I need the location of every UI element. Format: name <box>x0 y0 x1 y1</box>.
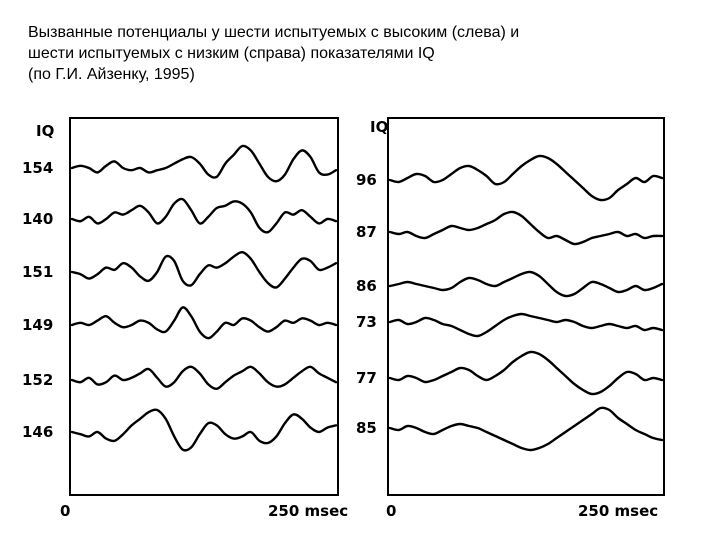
series-label-iq-151: 151 <box>22 263 53 281</box>
x-tick-label-250: 250 msec <box>268 502 348 520</box>
evoked-potential-trace-iq-151 <box>70 250 338 289</box>
evoked-potential-trace-iq-149 <box>70 306 338 340</box>
evoked-potential-trace-iq-87 <box>388 210 664 246</box>
evoked-potential-trace-iq-85 <box>388 406 664 452</box>
x-tick-label-0: 0 <box>386 502 396 520</box>
series-label-iq-96: 96 <box>356 171 377 189</box>
series-label-iq-154: 154 <box>22 159 53 177</box>
evoked-potential-trace-iq-73 <box>388 312 664 338</box>
evoked-potential-trace-iq-140 <box>70 197 338 234</box>
series-label-iq-87: 87 <box>356 223 377 241</box>
series-label-iq-152: 152 <box>22 371 53 389</box>
series-label-iq-149: 149 <box>22 316 53 334</box>
x-tick-label-0: 0 <box>60 502 70 520</box>
evoked-potential-trace-iq-86 <box>388 270 664 298</box>
iq-header-label: IQ <box>370 118 388 136</box>
series-label-iq-146: 146 <box>22 423 53 441</box>
right-panel: IQ 0 250 msec 96 87 86 73 77 85 <box>356 117 665 520</box>
figure-caption: Вызванные потенциалы у шести испытуемых … <box>28 22 688 85</box>
evoked-potential-trace-iq-77 <box>388 350 664 396</box>
left-panel: IQ 0 250 msec 154 140 151 149 152 146 <box>22 117 348 520</box>
evoked-potential-trace-iq-146 <box>70 408 338 452</box>
series-label-iq-140: 140 <box>22 210 53 228</box>
caption-line-3: (по Г.И. Айзенку, 1995) <box>28 66 195 83</box>
series-label-iq-77: 77 <box>356 369 377 387</box>
x-tick-label-250: 250 msec <box>578 502 658 520</box>
evoked-potential-trace-iq-154 <box>70 144 338 183</box>
caption-line-1: Вызванные потенциалы у шести испытуемых … <box>28 24 520 41</box>
series-label-iq-73: 73 <box>356 313 377 331</box>
series-label-iq-86: 86 <box>356 277 377 295</box>
evoked-potential-trace-iq-96 <box>388 154 664 202</box>
caption-line-2: шести испытуемых с низким (справа) показ… <box>28 45 435 62</box>
evoked-potential-trace-iq-152 <box>70 365 338 391</box>
iq-header-label: IQ <box>36 122 54 140</box>
plot-frame <box>69 117 339 496</box>
plot-frame <box>387 117 665 496</box>
series-label-iq-85: 85 <box>356 419 377 437</box>
